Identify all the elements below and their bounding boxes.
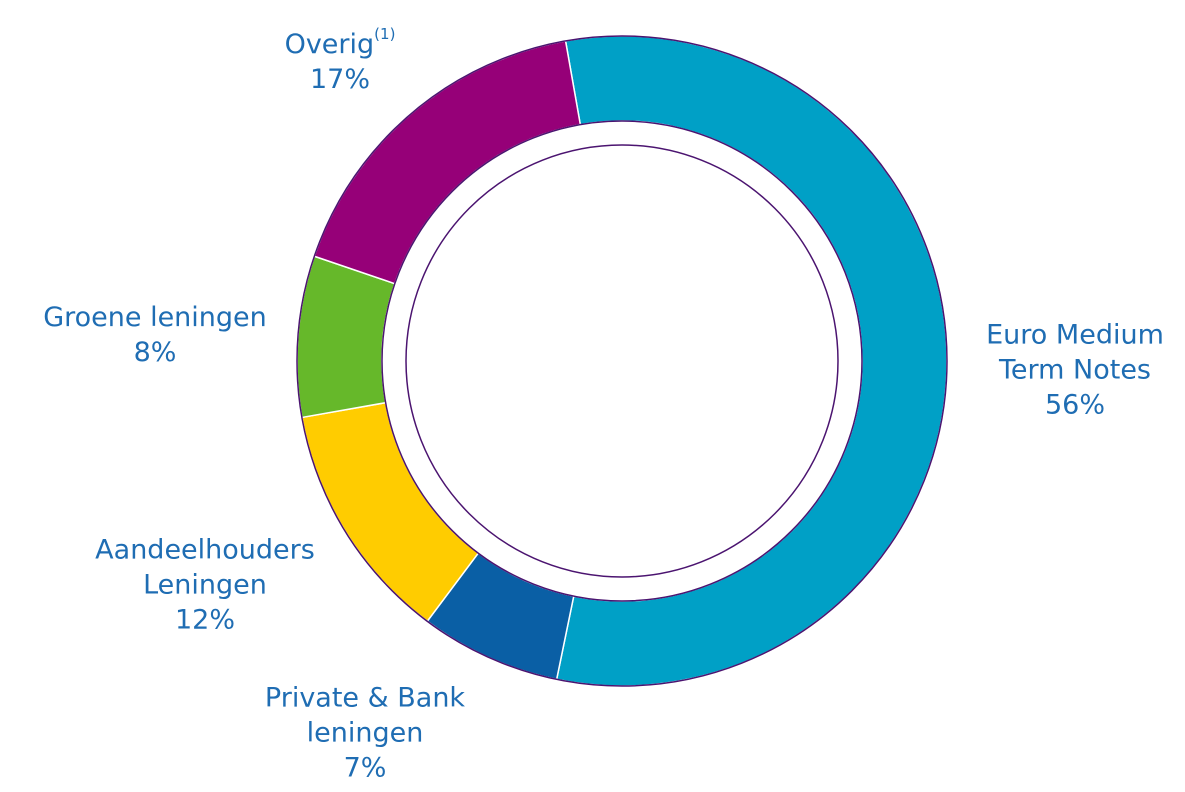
- category-label: Overig: [284, 29, 375, 60]
- segment-label: Private & Bank leningen 7%: [235, 681, 495, 786]
- segment-label: Overig(1) 17%: [240, 27, 440, 97]
- outer-outline: [296, 35, 948, 687]
- value-label: 56%: [1044, 389, 1105, 421]
- category-label: Aandeelhouders Leningen: [95, 534, 315, 601]
- segment-label: Euro Medium Term Notes 56%: [960, 318, 1185, 423]
- inner-outline: [381, 120, 863, 602]
- category-label: Private & Bank leningen: [264, 682, 466, 749]
- value-label: 12%: [174, 604, 235, 636]
- value-label: 8%: [133, 337, 177, 368]
- inner-ring: [405, 144, 839, 578]
- footnote-mark: (1): [374, 25, 396, 43]
- donut-segment: [296, 255, 396, 419]
- category-label: Groene leningen: [43, 302, 267, 333]
- segment-label: Aandeelhouders Leningen 12%: [70, 533, 340, 638]
- segment-label: Groene leningen 8%: [5, 300, 305, 370]
- category-label: Euro Medium Term Notes: [986, 319, 1164, 386]
- value-label: 7%: [343, 752, 387, 784]
- value-label: 17%: [309, 64, 370, 95]
